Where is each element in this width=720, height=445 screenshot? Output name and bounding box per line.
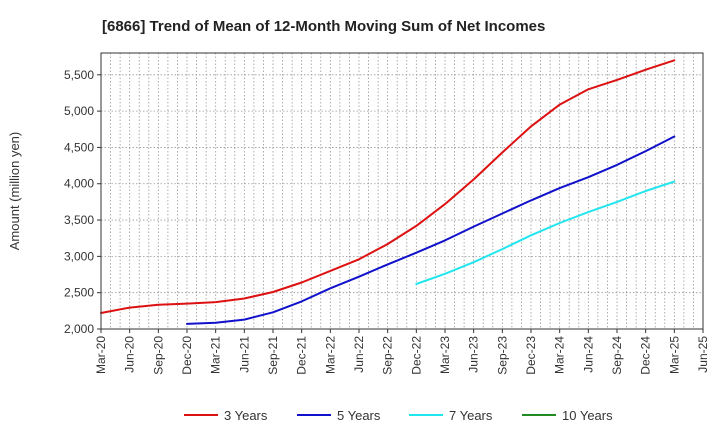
x-tick-label: Sep-20 [151, 336, 165, 375]
x-tick-label: Dec-21 [295, 336, 309, 375]
x-tick-label: Mar-20 [94, 336, 108, 374]
y-tick-label: 4,500 [64, 140, 94, 154]
legend-label: 5 Years [337, 408, 381, 423]
x-tick-label: Sep-24 [610, 336, 624, 375]
series-line-7-years [415, 180, 676, 285]
plot-frame [100, 52, 704, 330]
y-tick-label: 5,000 [64, 104, 94, 118]
legend-label: 10 Years [562, 408, 613, 423]
x-tick-label: Mar-22 [323, 336, 337, 374]
x-tick-label: Sep-23 [495, 336, 509, 375]
series-line-5-years [186, 135, 676, 325]
y-tick-label: 3,000 [64, 249, 94, 263]
x-tick-label: Mar-25 [667, 336, 681, 374]
x-tick-label: Jun-20 [123, 336, 137, 373]
y-tick-label: 2,000 [64, 322, 94, 336]
plot-background [101, 53, 703, 329]
y-tick-label: 2,500 [64, 286, 94, 300]
x-tick-label: Dec-23 [524, 336, 538, 375]
x-tick-label: Jun-22 [352, 336, 366, 373]
x-tick-label: Dec-24 [639, 336, 653, 375]
y-axis-label: Amount (million yen) [7, 132, 22, 251]
x-tick-label: Jun-23 [467, 336, 481, 373]
x-tick-label: Jun-21 [237, 336, 251, 373]
x-tick-label: Dec-22 [409, 336, 423, 375]
series-line-3-years [100, 59, 676, 314]
x-tick-label: Jun-24 [581, 336, 595, 373]
x-tick-label: Mar-24 [553, 336, 567, 374]
y-tick-label: 5,500 [64, 68, 94, 82]
chart-title: [6866] Trend of Mean of 12-Month Moving … [102, 18, 545, 35]
y-tick-label: 4,000 [64, 177, 94, 191]
legend: 3 Years 5 Years 7 Years 10 Years [184, 408, 613, 423]
x-tick-label: Dec-20 [180, 336, 194, 375]
x-tick-label: Sep-21 [266, 336, 280, 375]
legend-label: 3 Years [224, 408, 268, 423]
plot-area: 2,000 2,500 3,000 3,500 4,000 4,500 5,000 5,500… [64, 52, 710, 375]
x-tick-label: Mar-23 [438, 336, 452, 374]
y-tick-label: 3,500 [64, 213, 94, 227]
x-tick-label: Jun-25 [696, 336, 710, 373]
legend-label: 7 Years [449, 408, 493, 423]
x-tick-label: Mar-21 [209, 336, 223, 374]
x-tick-label: Sep-22 [381, 336, 395, 375]
